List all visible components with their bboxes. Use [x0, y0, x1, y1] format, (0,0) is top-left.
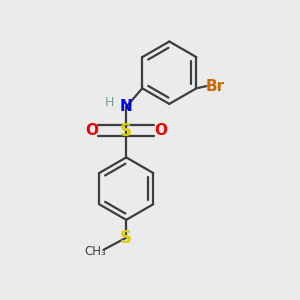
Text: CH₃: CH₃ [84, 244, 106, 258]
Text: H: H [105, 96, 115, 109]
Text: S: S [120, 229, 132, 247]
Text: N: N [120, 99, 133, 114]
Text: Br: Br [206, 79, 225, 94]
Text: O: O [85, 123, 98, 138]
Text: O: O [154, 123, 167, 138]
Text: S: S [120, 122, 132, 140]
